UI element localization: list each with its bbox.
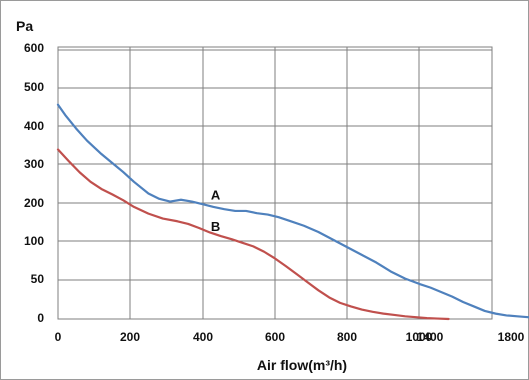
series-annotations: AB: [211, 188, 221, 234]
series-lines: [56, 103, 529, 321]
series-line-a: [56, 103, 529, 319]
grid-lines: [57, 47, 493, 320]
y-tick-label-0: 600: [24, 41, 44, 55]
plot-border: [57, 46, 493, 320]
series-annotation-b: B: [211, 219, 220, 234]
x-tick-label-2: 400: [193, 330, 213, 344]
x-tick-label-4: 800: [337, 330, 357, 344]
x-axis-title: Air flow(m³/h): [257, 357, 347, 373]
y-tick-label-4: 200: [24, 196, 44, 210]
x-tick-label-0: 0: [55, 330, 62, 344]
x-tick-label-3: 600: [265, 330, 285, 344]
x-tick-label-7: 1800: [498, 330, 525, 344]
series-line-b: [56, 148, 450, 321]
y-axis-title: Pa: [16, 18, 33, 34]
y-tick-label-6: 50: [31, 272, 45, 286]
y-tick-label-1: 500: [24, 80, 44, 94]
y-tick-label-3: 300: [24, 157, 44, 171]
x-tick-label-5: 1000: [406, 330, 433, 344]
x-tick-label-1: 200: [120, 330, 140, 344]
x-tick-label-6: 1400: [417, 330, 444, 344]
series-annotation-a: A: [211, 188, 221, 203]
y-tick-label-7: 0: [37, 311, 44, 325]
y-tick-label-2: 400: [24, 119, 44, 133]
y-tick-label-5: 100: [24, 234, 44, 248]
